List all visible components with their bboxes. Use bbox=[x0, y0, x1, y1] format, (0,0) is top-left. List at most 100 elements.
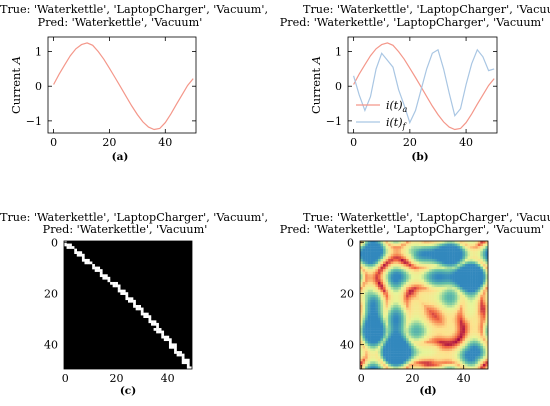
chart-d-cell bbox=[441, 335, 445, 339]
chart-d-cell bbox=[418, 297, 422, 301]
chart-d-cell bbox=[360, 251, 363, 254]
chart-d-cell bbox=[454, 253, 458, 257]
chart-d-cell bbox=[408, 317, 412, 321]
chart-d-cell bbox=[429, 271, 432, 275]
chart-c-cell bbox=[89, 261, 93, 265]
chart-d-cell bbox=[370, 312, 373, 316]
chart-d-cell bbox=[447, 328, 450, 331]
chart-d-cell bbox=[367, 241, 371, 244]
chart-d-cell bbox=[416, 315, 420, 318]
chart-d-cell bbox=[429, 338, 432, 342]
chart-d-cell bbox=[457, 299, 461, 303]
chart-d-cell bbox=[383, 333, 386, 336]
chart-d-cell bbox=[424, 302, 427, 306]
chart-d-cell bbox=[429, 320, 432, 324]
chart-d-cell bbox=[370, 335, 373, 339]
chart-d-cell bbox=[408, 266, 412, 270]
chart-d-cell bbox=[406, 274, 409, 278]
chart-d-cell bbox=[439, 274, 443, 278]
chart-d-cell bbox=[477, 281, 481, 285]
chart-c-cell bbox=[138, 305, 141, 308]
chart-d-cell bbox=[390, 328, 394, 331]
chart-d-cell bbox=[377, 274, 381, 278]
chart-d-cell bbox=[429, 246, 432, 249]
chart-d-cell bbox=[411, 243, 414, 247]
chart-d-cell bbox=[464, 335, 468, 339]
chart-d-cell bbox=[431, 284, 435, 288]
chart-d-cell bbox=[362, 305, 366, 308]
chart-d-cell bbox=[449, 251, 453, 254]
chart-d-cell bbox=[403, 271, 407, 275]
chart-d-cell bbox=[485, 348, 489, 352]
chart-d-cell bbox=[416, 297, 420, 301]
chart-d-cell bbox=[388, 305, 391, 308]
chart-d-cell bbox=[477, 299, 481, 303]
chart-d-cell bbox=[383, 348, 386, 352]
chart-d-cell bbox=[434, 328, 437, 331]
chart-d-cell bbox=[459, 264, 463, 267]
chart-d-cell bbox=[475, 330, 478, 334]
chart-d-cell bbox=[444, 287, 448, 290]
chart-b-legend-label-0: i(t)a bbox=[386, 99, 408, 114]
chart-d-cell bbox=[377, 356, 381, 359]
chart-d-cell bbox=[464, 241, 468, 244]
chart-d-cell bbox=[408, 274, 412, 278]
chart-d-cell bbox=[398, 363, 402, 367]
chart-d-cell bbox=[434, 248, 437, 252]
chart-d-cell bbox=[388, 256, 391, 260]
chart-d-cell bbox=[439, 330, 443, 334]
chart-d-cell bbox=[447, 356, 450, 359]
chart-d-cell bbox=[372, 271, 376, 275]
chart-d-cell bbox=[454, 276, 458, 280]
chart-d-cell bbox=[467, 356, 471, 359]
chart-d-cell bbox=[467, 241, 471, 244]
chart-c-cell bbox=[76, 253, 80, 257]
chart-d-cell bbox=[406, 284, 409, 288]
chart-d-cell bbox=[416, 320, 420, 324]
chart-d-cell bbox=[400, 279, 404, 283]
chart-d-cell bbox=[377, 320, 381, 324]
chart-d-cell bbox=[457, 271, 461, 275]
chart-d-cell bbox=[459, 269, 463, 272]
chart-d-cell bbox=[416, 302, 420, 306]
chart-d-cell bbox=[475, 338, 478, 342]
chart-d-cell bbox=[439, 264, 443, 267]
chart-d-cell bbox=[485, 333, 489, 336]
chart-d-cell bbox=[424, 325, 427, 329]
chart-d-cell bbox=[459, 340, 463, 344]
chart-d-cell bbox=[362, 335, 366, 339]
chart-d-cell bbox=[377, 358, 381, 362]
chart-d-cell bbox=[418, 356, 422, 359]
chart-d-cell bbox=[362, 289, 366, 293]
chart-d-cell bbox=[436, 264, 440, 267]
chart-d-cell bbox=[370, 302, 373, 306]
chart-d-cell bbox=[418, 322, 422, 326]
chart-d-cell bbox=[429, 333, 432, 336]
chart-d-cell bbox=[413, 366, 417, 370]
chart-d-cell bbox=[485, 243, 489, 247]
chart-d-cell bbox=[372, 305, 376, 308]
chart-d-cell bbox=[477, 289, 481, 293]
chart-d-cell bbox=[436, 258, 440, 262]
chart-d-cell bbox=[426, 297, 430, 301]
chart-d-cell bbox=[398, 279, 402, 283]
chart-d-cell bbox=[464, 271, 468, 275]
chart-d-cell bbox=[365, 264, 368, 267]
chart-d-cell bbox=[393, 305, 397, 308]
chart-d-cell bbox=[472, 271, 476, 275]
chart-d-cell bbox=[459, 294, 463, 298]
chart-d-cell bbox=[370, 261, 373, 265]
chart-d-cell bbox=[441, 276, 445, 280]
chart-d-cell bbox=[470, 345, 473, 349]
chart-c-cell bbox=[168, 343, 172, 347]
chart-d-cell bbox=[388, 330, 391, 334]
chart-d-cell bbox=[424, 307, 427, 311]
chart-d-cell bbox=[447, 261, 450, 265]
chart-d-cell bbox=[365, 335, 368, 339]
chart-d-cell bbox=[436, 338, 440, 342]
chart-d-cell bbox=[477, 312, 481, 316]
chart-b-axes-frame bbox=[347, 36, 498, 134]
chart-d-cell bbox=[367, 358, 371, 362]
chart-c-cell bbox=[174, 348, 177, 352]
chart-d-cell bbox=[413, 361, 417, 365]
